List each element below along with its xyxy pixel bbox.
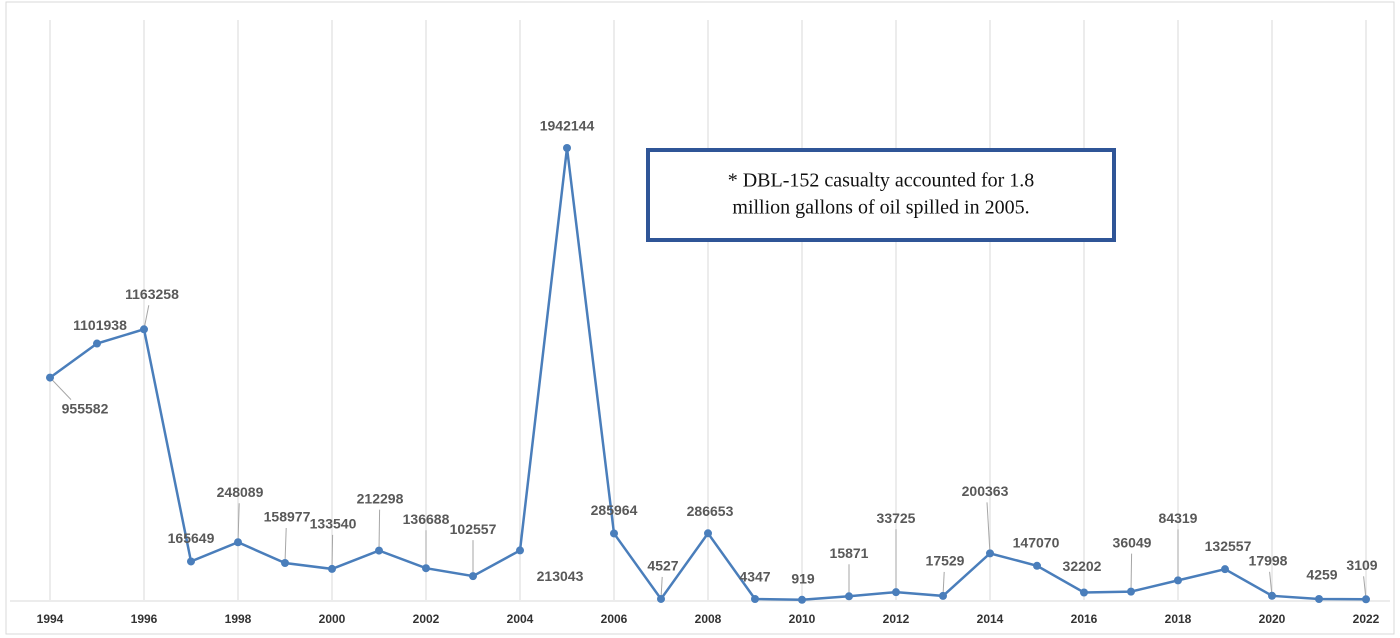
data-label: 15871 — [830, 545, 869, 561]
leader-line — [1269, 571, 1273, 596]
x-tick-label: 1994 — [37, 612, 64, 626]
point — [1315, 595, 1323, 604]
data-label: 213043 — [537, 568, 584, 584]
data-label: 285964 — [591, 502, 638, 518]
data-label: 132557 — [1205, 538, 1252, 554]
point — [798, 595, 806, 604]
data-label: 32202 — [1063, 558, 1102, 574]
data-label: 286653 — [687, 503, 734, 519]
point — [939, 591, 947, 600]
point — [751, 594, 759, 603]
x-tick-label: 2012 — [883, 612, 910, 626]
data-label: 33725 — [877, 510, 916, 526]
data-label: 955582 — [62, 400, 109, 416]
chart-frame — [5, 1, 1395, 635]
point — [1268, 591, 1276, 600]
leader-line — [49, 377, 72, 400]
data-label: 36049 — [1113, 534, 1152, 550]
point — [140, 325, 148, 334]
point — [281, 559, 289, 568]
data-label: 919 — [791, 570, 815, 586]
data-label: 212298 — [357, 490, 404, 506]
data-label: 4347 — [739, 569, 770, 585]
x-tick-label: 2020 — [1259, 612, 1286, 626]
point — [704, 529, 712, 538]
leader-line — [986, 502, 991, 554]
x-tick-label: 2014 — [977, 612, 1004, 626]
point — [46, 373, 54, 382]
data-label: 200363 — [962, 483, 1009, 499]
point — [845, 592, 853, 601]
point — [234, 538, 242, 547]
leader-line — [284, 527, 287, 564]
point — [1127, 587, 1135, 596]
leader-line — [942, 571, 945, 596]
point — [610, 529, 618, 538]
data-label: 84319 — [1159, 510, 1198, 526]
point — [469, 572, 477, 581]
x-tick-label: 2016 — [1071, 612, 1098, 626]
point — [187, 557, 195, 566]
x-tick-label: 2000 — [319, 612, 346, 626]
data-label: 147070 — [1013, 534, 1060, 550]
x-tick-label: 2002 — [413, 612, 440, 626]
data-label: 17998 — [1249, 553, 1288, 569]
data-label: 158977 — [264, 509, 311, 525]
x-tick-label: 2022 — [1353, 612, 1380, 626]
data-label: 1942144 — [540, 118, 595, 134]
data-label: 133540 — [310, 516, 357, 532]
data-label: 4527 — [647, 558, 678, 574]
point — [563, 144, 571, 152]
x-tick-label: 2018 — [1165, 612, 1192, 626]
leader-line — [1130, 553, 1133, 592]
point — [328, 564, 336, 573]
point — [657, 594, 665, 603]
point — [1033, 561, 1041, 570]
x-tick-label: 2006 — [601, 612, 628, 626]
x-tick-label: 2004 — [507, 612, 534, 626]
leader-line — [331, 534, 334, 569]
data-label: 165649 — [168, 530, 215, 546]
x-tick-label: 2008 — [695, 612, 722, 626]
point — [422, 564, 430, 573]
data-label: 136688 — [403, 511, 450, 527]
leader-line — [237, 503, 240, 543]
data-label: 3109 — [1346, 557, 1377, 573]
point — [516, 546, 524, 555]
point — [93, 339, 101, 348]
point — [1221, 565, 1229, 574]
data-label: 17529 — [926, 553, 965, 569]
annotation-box — [646, 148, 1116, 242]
x-tick-label: 1998 — [225, 612, 252, 626]
point — [986, 549, 994, 558]
point — [1080, 588, 1088, 597]
point — [892, 588, 900, 597]
data-label: 1101938 — [73, 317, 127, 333]
leader-line — [143, 305, 150, 330]
x-tick-label: 1996 — [131, 612, 158, 626]
leader-line — [378, 509, 381, 551]
data-label: 4259 — [1306, 567, 1337, 583]
annotation-text: million gallons of oil spilled in 2005. — [732, 197, 1029, 219]
x-tick-label: 2010 — [789, 612, 816, 626]
point — [1174, 576, 1182, 585]
data-label: 102557 — [450, 521, 497, 537]
annotation-text: * DBL-152 casualty accounted for 1.8 — [728, 170, 1035, 192]
data-label: 248089 — [217, 484, 264, 500]
point — [1362, 595, 1370, 604]
data-label: 1163258 — [125, 286, 179, 302]
point — [375, 546, 383, 555]
